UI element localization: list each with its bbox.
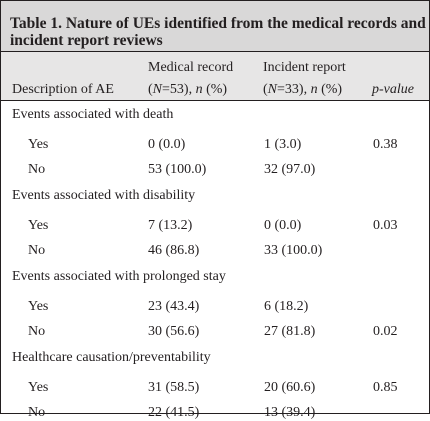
incident-report-value: 0 (0.0) xyxy=(264,218,302,233)
medical-record-value: 31 (58.5) xyxy=(148,380,200,395)
header-incident-line-1: Incident report xyxy=(263,60,346,75)
table-title-line-2: incident report reviews xyxy=(10,32,163,49)
incident-report-value: 33 (100.0) xyxy=(264,243,323,258)
row-label: No xyxy=(28,324,46,339)
header-medical-line-1: Medical record xyxy=(148,60,234,75)
header-top-rule xyxy=(1,51,429,52)
header-medical-line-2: (N=53), n (%) xyxy=(148,82,228,97)
incident-report-value: 27 (81.8) xyxy=(264,324,316,339)
medical-record-value: 53 (100.0) xyxy=(148,162,207,177)
medical-record-value: 46 (86.8) xyxy=(148,243,200,258)
row-label: Yes xyxy=(28,380,49,395)
p-value: 0.03 xyxy=(373,218,398,233)
section-title: Events associated with prolonged stay xyxy=(12,269,226,284)
section-title: Events associated with disability xyxy=(12,188,196,203)
row-label: Yes xyxy=(28,137,49,152)
row-label: No xyxy=(28,243,46,258)
p-value: 0.38 xyxy=(373,137,398,152)
title-band: Table 1. Nature of UEs identified from t… xyxy=(1,1,429,51)
table-title-line-1: Table 1. Nature of UEs identified from t… xyxy=(10,15,426,32)
section-title: Healthcare causation/preventability xyxy=(12,350,211,365)
p-value: 0.02 xyxy=(373,324,398,339)
row-label: Yes xyxy=(28,218,49,233)
header-band xyxy=(1,51,429,100)
row-label: Yes xyxy=(28,299,49,314)
medical-record-value: 23 (43.4) xyxy=(148,299,200,314)
row-label: No xyxy=(28,405,46,420)
section-title: Events associated with death xyxy=(12,107,174,122)
medical-record-value: 0 (0.0) xyxy=(148,137,186,152)
medical-record-value: 7 (13.2) xyxy=(148,218,193,233)
incident-report-value: 1 (3.0) xyxy=(264,137,302,152)
p-value: 0.85 xyxy=(373,380,398,395)
header-p-value: p-value xyxy=(372,82,414,97)
header-bottom-rule xyxy=(1,100,429,101)
incident-report-value: 6 (18.2) xyxy=(264,299,309,314)
medical-record-value: 30 (56.6) xyxy=(148,324,200,339)
incident-report-value: 32 (97.0) xyxy=(264,162,316,177)
header-incident-line-2: (N=33), n (%) xyxy=(263,82,343,97)
incident-report-value: 20 (60.6) xyxy=(264,380,316,395)
row-label: No xyxy=(28,162,46,177)
header-description: Description of AE xyxy=(12,82,114,97)
incident-report-value: 13 (39.4) xyxy=(264,405,316,420)
medical-record-value: 22 (41.5) xyxy=(148,405,200,420)
